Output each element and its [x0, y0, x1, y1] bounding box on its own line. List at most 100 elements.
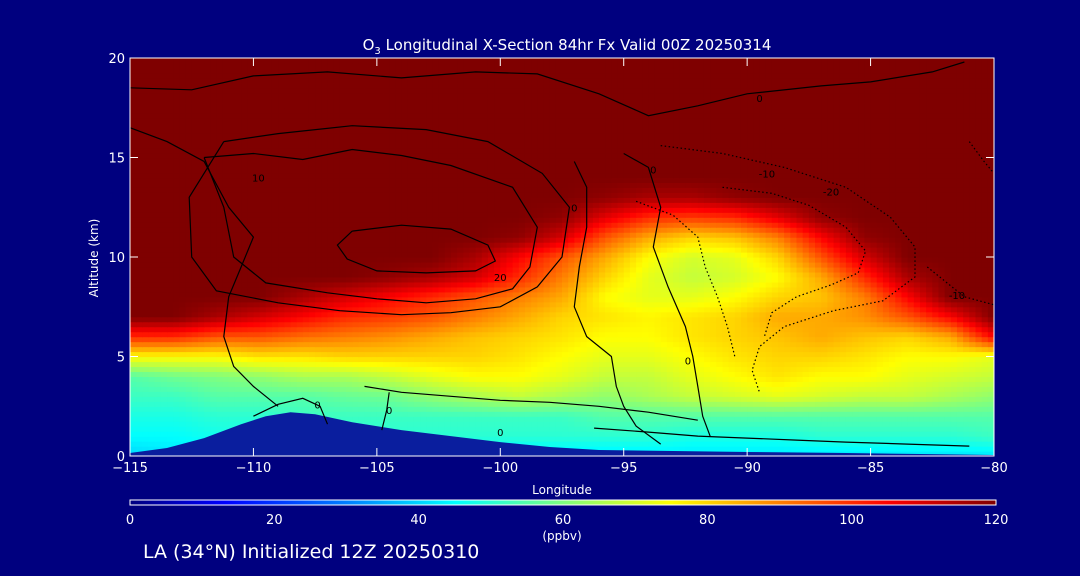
heatmap-cell	[321, 351, 329, 358]
heatmap-cell	[611, 326, 619, 333]
heatmap-cell	[290, 281, 298, 288]
heatmap-cell	[136, 366, 143, 373]
heatmap-cell	[395, 416, 403, 422]
heatmap-cell	[216, 321, 224, 328]
heatmap-cell	[703, 396, 711, 402]
heatmap-cell	[938, 401, 946, 407]
heatmap-cell	[228, 296, 236, 303]
heatmap-cell	[697, 316, 705, 323]
heatmap-cell	[271, 306, 279, 313]
heatmap-cell	[796, 376, 804, 382]
heatmap-cell	[753, 306, 761, 313]
heatmap-cell	[185, 431, 193, 437]
heatmap-cell	[136, 416, 143, 422]
heatmap-cell	[167, 296, 174, 303]
heatmap-cell	[315, 356, 322, 363]
heatmap-cell	[654, 386, 662, 392]
heatmap-cell	[167, 381, 174, 387]
heatmap-cell	[697, 391, 705, 397]
heatmap-cell	[599, 446, 606, 452]
heatmap-cell	[148, 331, 156, 338]
heatmap-cell	[253, 351, 261, 358]
heatmap-cell	[926, 381, 933, 387]
heatmap-cell	[327, 411, 335, 417]
heatmap-cell	[142, 311, 150, 318]
heatmap-cell	[605, 336, 612, 343]
heatmap-cell	[913, 336, 921, 343]
heatmap-cell	[568, 361, 575, 368]
heatmap-cell	[383, 336, 390, 343]
heatmap-cell	[796, 291, 804, 298]
heatmap-cell	[753, 321, 761, 328]
heatmap-cell	[796, 406, 804, 412]
heatmap-cell	[642, 361, 649, 368]
heatmap-cell	[907, 386, 915, 392]
heatmap-cell	[648, 296, 656, 303]
heatmap-cell	[420, 356, 427, 363]
heatmap-cell	[636, 321, 643, 328]
heatmap-cell	[271, 406, 279, 412]
heatmap-cell	[919, 306, 927, 313]
heatmap-cell	[864, 331, 872, 338]
heatmap-cell	[142, 421, 150, 427]
heatmap-cell	[592, 436, 600, 442]
heatmap-cell	[808, 416, 816, 422]
heatmap-cell	[963, 361, 970, 368]
heatmap-cell	[901, 361, 909, 368]
heatmap-cell	[549, 421, 557, 427]
heatmap-cell	[302, 361, 310, 368]
heatmap-cell	[315, 346, 322, 353]
heatmap-cell	[802, 386, 810, 392]
heatmap-cell	[432, 336, 440, 343]
heatmap-cell	[197, 351, 205, 358]
heatmap-cell	[518, 416, 526, 422]
heatmap-cell	[845, 401, 853, 407]
heatmap-cell	[506, 431, 514, 437]
heatmap-cell	[808, 341, 816, 348]
heatmap-cell	[531, 306, 538, 313]
heatmap-cell	[407, 301, 415, 308]
heatmap-cell	[852, 306, 859, 313]
heatmap-cell	[321, 346, 329, 353]
heatmap-cell	[228, 346, 236, 353]
heatmap-cell	[685, 391, 693, 397]
heatmap-cell	[765, 381, 773, 387]
heatmap-cell	[173, 286, 180, 293]
heatmap-cell	[790, 316, 798, 323]
heatmap-cell	[796, 301, 804, 308]
heatmap-cell	[648, 316, 656, 323]
heatmap-cell	[734, 311, 742, 318]
heatmap-cell	[981, 286, 989, 293]
heatmap-cell	[740, 356, 748, 363]
heatmap-cell	[913, 331, 921, 338]
heatmap-cell	[450, 316, 458, 323]
heatmap-cell	[376, 286, 384, 293]
heatmap-cell	[271, 291, 279, 298]
heatmap-cell	[259, 396, 267, 402]
heatmap-cell	[518, 431, 526, 437]
heatmap-cell	[549, 391, 557, 397]
heatmap-cell	[432, 421, 440, 427]
heatmap-cell	[907, 296, 915, 303]
heatmap-cell	[679, 341, 687, 348]
heatmap-cell	[494, 406, 501, 412]
heatmap-cell	[574, 336, 582, 343]
heatmap-cell	[241, 346, 248, 353]
heatmap-cell	[876, 356, 884, 363]
heatmap-cell	[617, 281, 625, 288]
heatmap-cell	[185, 396, 193, 402]
heatmap-cell	[444, 421, 452, 427]
heatmap-cell	[697, 441, 705, 447]
heatmap-cell	[889, 281, 896, 288]
heatmap-cell	[833, 436, 841, 442]
heatmap-cell	[426, 346, 433, 353]
heatmap-cell	[494, 311, 501, 318]
heatmap-cell	[191, 381, 199, 387]
heatmap-cell	[568, 301, 575, 308]
heatmap-cell	[734, 281, 742, 288]
heatmap-cell	[315, 411, 322, 417]
heatmap-cell	[926, 406, 933, 412]
heatmap-cell	[716, 361, 724, 368]
heatmap-cell	[815, 436, 822, 442]
heatmap-cell	[284, 276, 292, 283]
